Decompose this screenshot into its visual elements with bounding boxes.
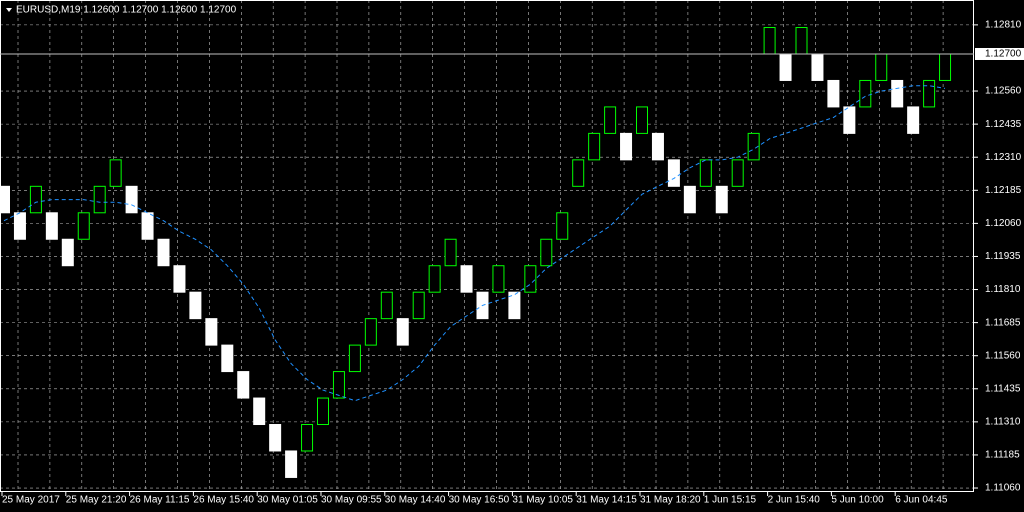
down-brick — [189, 291, 202, 320]
x-tick-label: 25 May 2017 — [2, 495, 60, 506]
down-brick — [683, 185, 696, 214]
y-tick-label: 1.11310 — [985, 417, 1021, 428]
price-label: 1.12700 — [985, 49, 1022, 60]
up-brick — [795, 27, 808, 55]
x-tick-label: 5 Jun 10:00 — [831, 495, 884, 506]
up-brick — [524, 265, 537, 293]
y-tick-label: 1.12185 — [985, 185, 1022, 196]
down-brick — [651, 132, 664, 161]
grid — [0, 0, 974, 492]
up-brick — [556, 212, 569, 240]
y-tick-label: 1.12060 — [985, 218, 1022, 229]
x-tick-label: 26 May 15:40 — [193, 495, 254, 506]
up-brick — [731, 159, 744, 187]
down-brick — [843, 106, 856, 134]
up-brick — [923, 79, 936, 108]
up-brick — [444, 238, 457, 267]
x-tick-label: 25 May 21:20 — [66, 495, 127, 506]
y-tick-label: 1.11560 — [985, 350, 1021, 361]
y-tick-label: 1.11685 — [985, 317, 1021, 328]
x-tick-label: 30 May 01:05 — [257, 495, 318, 506]
up-brick — [747, 132, 760, 161]
down-brick — [0, 185, 10, 214]
up-brick — [317, 397, 329, 426]
x-tick-label: 2 Jun 15:40 — [768, 495, 821, 506]
down-brick — [667, 159, 680, 187]
x-tick-label: 31 May 18:20 — [640, 495, 701, 506]
up-brick — [636, 106, 648, 134]
price-label-box — [975, 47, 1024, 60]
down-brick — [157, 238, 170, 267]
down-brick — [61, 238, 74, 267]
up-brick — [540, 238, 553, 267]
down-brick — [221, 344, 234, 373]
down-brick — [396, 318, 409, 346]
x-tick-label: 30 May 09:55 — [321, 495, 382, 506]
up-brick — [875, 53, 888, 81]
down-brick — [508, 291, 521, 320]
up-brick — [364, 318, 377, 346]
x-tick-label: 30 May 14:40 — [385, 495, 446, 506]
y-tick-label: 1.11810 — [985, 284, 1021, 295]
y-tick-label: 1.12310 — [985, 152, 1022, 163]
up-brick — [29, 185, 42, 214]
up-brick — [93, 185, 106, 214]
y-tick-label: 1.11935 — [985, 251, 1021, 262]
down-brick — [205, 318, 218, 346]
up-brick — [380, 291, 393, 320]
up-brick — [572, 159, 585, 187]
up-brick — [604, 106, 617, 134]
up-brick — [301, 424, 314, 452]
down-brick — [827, 79, 840, 108]
down-brick — [285, 450, 298, 478]
down-brick — [173, 265, 186, 293]
down-brick — [620, 132, 633, 161]
up-brick — [77, 212, 90, 240]
y-tick-label: 1.11435 — [985, 383, 1021, 394]
up-brick — [348, 344, 361, 373]
y-tick-label: 1.11185 — [985, 450, 1020, 461]
down-brick — [779, 53, 792, 81]
down-brick — [13, 212, 26, 240]
up-brick — [699, 159, 712, 187]
down-brick — [125, 185, 138, 214]
plot — [0, 27, 952, 478]
up-brick — [492, 265, 505, 293]
down-brick — [269, 424, 282, 452]
up-brick — [939, 53, 952, 81]
down-brick — [237, 371, 250, 399]
y-tick-label: 1.12810 — [985, 20, 1022, 31]
up-brick — [412, 291, 425, 320]
x-tick-label: 26 May 11:15 — [130, 495, 190, 506]
down-brick — [715, 185, 728, 214]
y-tick-label: 1.11060 — [985, 483, 1021, 494]
moving-average — [3, 85, 946, 402]
up-brick — [428, 265, 441, 293]
x-tick-label: 30 May 16:50 — [449, 495, 510, 506]
down-brick — [460, 265, 473, 293]
up-brick — [859, 79, 872, 108]
y-tick-label: 1.12435 — [985, 119, 1022, 130]
down-brick — [907, 106, 920, 134]
up-brick — [332, 371, 345, 399]
down-brick — [811, 53, 824, 81]
up-brick — [109, 159, 122, 187]
up-brick — [588, 132, 601, 161]
menu-icon[interactable] — [6, 8, 12, 12]
up-brick — [763, 27, 776, 55]
down-brick — [45, 212, 58, 240]
down-brick — [891, 79, 904, 108]
down-brick — [141, 212, 154, 240]
x-tick-label: 6 Jun 04:45 — [895, 495, 948, 506]
y-tick-label: 1.12560 — [985, 86, 1022, 97]
x-tick-label: 1 Jun 15:15 — [704, 495, 757, 506]
down-brick — [253, 397, 266, 426]
x-tick-label: 31 May 10:05 — [512, 495, 573, 506]
plot-frame — [0, 0, 974, 492]
x-tick-label: 31 May 14:15 — [576, 495, 637, 506]
chart-title: EURUSD,M19 1.12600 1.12700 1.12600 1.127… — [16, 5, 237, 16]
